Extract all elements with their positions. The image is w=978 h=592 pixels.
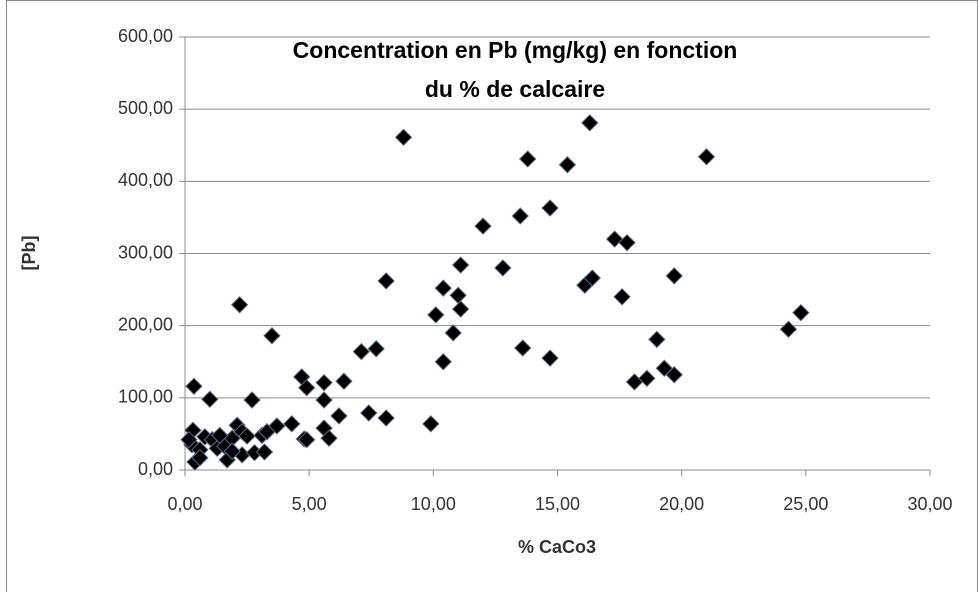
point — [201, 390, 219, 408]
point — [422, 415, 440, 433]
y-tick-label: 0,00 — [138, 459, 173, 479]
point — [618, 233, 636, 252]
point — [377, 272, 395, 290]
x-tick-label: 20,00 — [659, 494, 704, 514]
point — [648, 330, 666, 349]
point — [613, 288, 631, 306]
point — [558, 156, 577, 174]
point — [697, 148, 716, 166]
point — [255, 443, 274, 461]
point — [638, 369, 656, 388]
x-tick-label: 10,00 — [411, 494, 456, 514]
point — [283, 415, 301, 433]
x-tick-label: 15,00 — [535, 494, 580, 514]
point — [665, 366, 683, 384]
point — [541, 349, 559, 367]
point — [223, 442, 241, 460]
y-tick-label: 100,00 — [118, 387, 173, 407]
point — [511, 207, 529, 225]
point — [243, 391, 261, 409]
y-axis-title: [Pb] — [19, 236, 39, 271]
point — [451, 256, 470, 274]
point — [238, 427, 256, 445]
point — [605, 230, 624, 248]
point — [335, 372, 353, 390]
y-tick-label: 200,00 — [118, 314, 173, 334]
point — [665, 267, 683, 285]
point — [779, 320, 798, 338]
y-tick-label: 500,00 — [118, 98, 173, 118]
point — [518, 150, 537, 168]
point — [211, 426, 229, 445]
point — [792, 303, 810, 322]
point — [297, 430, 316, 449]
point — [315, 391, 333, 409]
x-tick-label: 30,00 — [907, 494, 952, 514]
chart-title: Concentration en Pb (mg/kg) en fonction — [293, 37, 738, 63]
chart-frame — [6, 0, 978, 592]
point — [268, 417, 286, 435]
y-tick-label: 400,00 — [118, 170, 173, 190]
y-tick-label: 600,00 — [118, 26, 173, 46]
point — [185, 377, 203, 395]
point — [297, 379, 316, 397]
point — [541, 199, 559, 217]
x-axis-title: % CaCo3 — [518, 537, 596, 557]
point — [583, 269, 601, 287]
point — [230, 296, 249, 314]
chart-title: du % de calcaire — [425, 76, 605, 102]
y-tick-label: 300,00 — [118, 242, 173, 262]
point — [263, 327, 281, 345]
point — [377, 409, 395, 427]
point — [394, 128, 413, 147]
point — [474, 217, 492, 235]
point — [180, 430, 198, 449]
x-tick-label: 5,00 — [292, 494, 327, 514]
point — [427, 306, 445, 324]
point — [434, 353, 452, 371]
point — [330, 407, 348, 425]
point — [191, 449, 209, 467]
point — [451, 300, 470, 318]
point — [320, 429, 338, 447]
point — [315, 373, 333, 392]
point — [444, 324, 462, 342]
point — [360, 404, 378, 422]
x-tick-label: 25,00 — [783, 494, 828, 514]
point — [581, 114, 599, 132]
point — [434, 279, 452, 297]
x-tick-label: 0,00 — [167, 494, 202, 514]
point — [367, 340, 385, 358]
point — [352, 342, 371, 361]
point — [494, 259, 512, 277]
point — [514, 339, 532, 357]
